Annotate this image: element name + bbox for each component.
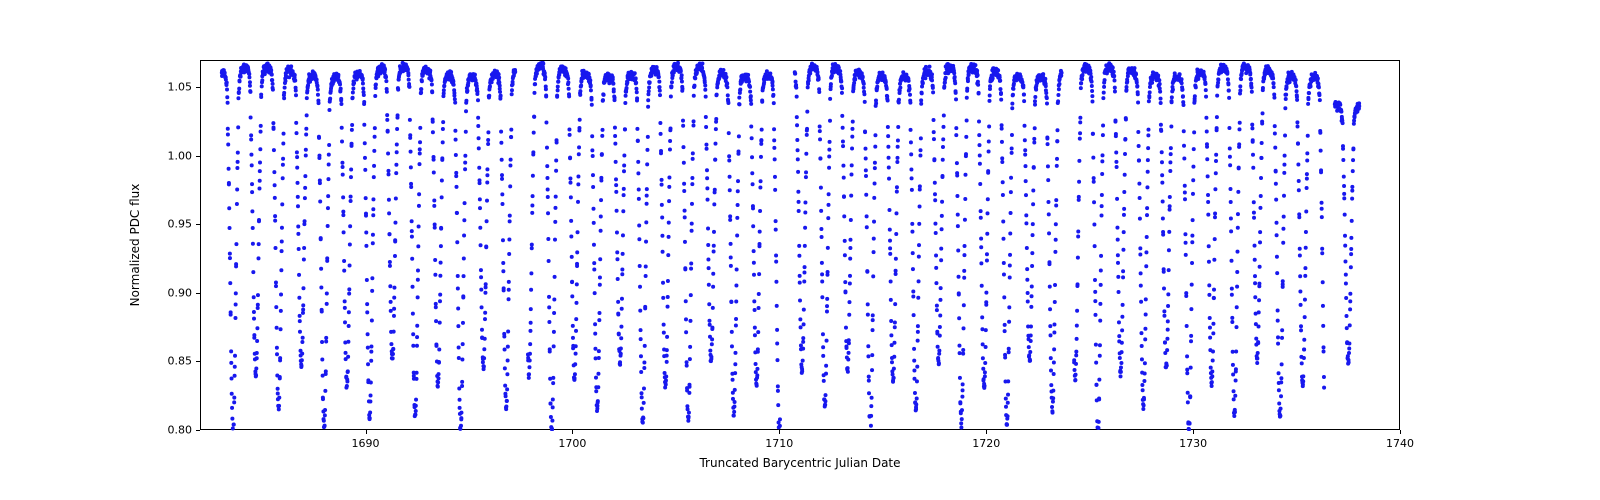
x-tick-label: 1710 (765, 437, 793, 450)
y-tick-mark (196, 361, 200, 362)
x-tick-label: 1700 (558, 437, 586, 450)
x-tick-mark (986, 430, 987, 434)
y-tick-mark (196, 224, 200, 225)
x-axis-label: Truncated Barycentric Julian Date (699, 456, 900, 470)
x-tick-mark (779, 430, 780, 434)
lightcurve-scatter (201, 61, 1401, 431)
x-tick-label: 1740 (1386, 437, 1414, 450)
x-tick-label: 1730 (1179, 437, 1207, 450)
x-tick-mark (366, 430, 367, 434)
y-tick-label: 0.80 (168, 424, 193, 437)
x-tick-label: 1720 (972, 437, 1000, 450)
y-tick-label: 1.00 (168, 149, 193, 162)
figure: Normalized PDC flux Truncated Barycentri… (0, 0, 1600, 500)
y-tick-label: 0.85 (168, 355, 193, 368)
y-tick-mark (196, 430, 200, 431)
plot-area (200, 60, 1400, 430)
y-tick-mark (196, 293, 200, 294)
y-tick-mark (196, 87, 200, 88)
x-tick-mark (1193, 430, 1194, 434)
x-tick-mark (1400, 430, 1401, 434)
y-tick-label: 0.90 (168, 286, 193, 299)
y-axis-label: Normalized PDC flux (128, 184, 142, 307)
x-tick-label: 1690 (352, 437, 380, 450)
y-tick-label: 0.95 (168, 218, 193, 231)
y-tick-label: 1.05 (168, 81, 193, 94)
y-tick-mark (196, 156, 200, 157)
x-tick-mark (572, 430, 573, 434)
